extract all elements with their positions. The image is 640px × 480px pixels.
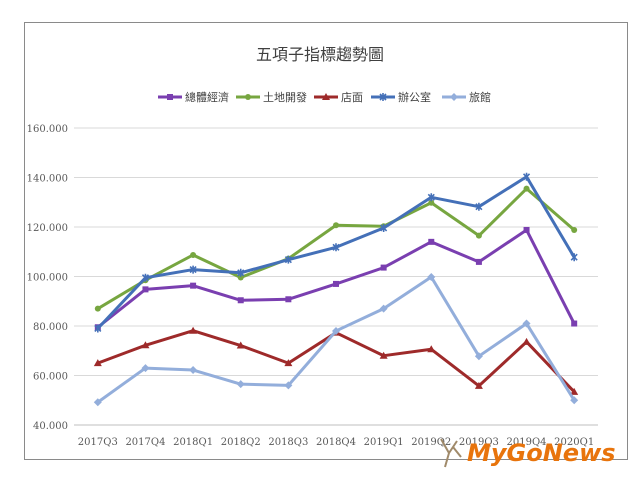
x-tick-label: 2019Q2 bbox=[411, 437, 451, 448]
data-point bbox=[380, 264, 387, 271]
legend-item: 辦公室 bbox=[371, 90, 431, 104]
legend-item: 旅館 bbox=[442, 90, 491, 104]
series-star bbox=[94, 172, 578, 333]
x-tick-label: 2019Q1 bbox=[364, 437, 404, 448]
data-point bbox=[475, 202, 483, 211]
data-point bbox=[190, 282, 197, 289]
legend-item: 土地開發 bbox=[236, 90, 307, 104]
y-tick-label: 120.000 bbox=[27, 223, 68, 234]
data-point bbox=[427, 345, 436, 353]
y-tick-label: 60.000 bbox=[33, 372, 68, 383]
data-point bbox=[475, 258, 482, 265]
legend-label: 店面 bbox=[341, 90, 363, 104]
data-point bbox=[167, 94, 173, 100]
data-point bbox=[570, 396, 579, 405]
x-tick-label: 2018Q1 bbox=[173, 437, 213, 448]
data-point bbox=[474, 381, 483, 389]
data-point bbox=[379, 93, 387, 101]
legend-item: 店面 bbox=[314, 90, 363, 104]
data-point bbox=[237, 268, 245, 277]
y-tick-label: 40.000 bbox=[33, 421, 68, 432]
mygonews-watermark: MyGoNews bbox=[435, 433, 635, 473]
y-axis-ticks: 40.000 60.000 80.000 100.000 120.000 140.000 1… bbox=[27, 124, 68, 432]
data-point bbox=[190, 251, 197, 258]
x-tick-label: 2017Q3 bbox=[78, 437, 118, 448]
data-point bbox=[570, 253, 578, 262]
watermark-logo-icon bbox=[440, 438, 462, 468]
data-point bbox=[570, 387, 579, 395]
data-point bbox=[571, 226, 578, 233]
data-point bbox=[284, 255, 292, 264]
data-point bbox=[380, 223, 388, 232]
series-line bbox=[96, 175, 576, 330]
legend: 總體經濟 土地開發 店面 辦公室 旅館 bbox=[158, 90, 491, 104]
data-point bbox=[332, 326, 340, 335]
chart-title: 五項子指標趨勢圖 bbox=[256, 45, 384, 64]
x-axis-ticks: 2017Q3 2017Q4 2018Q1 2018Q2 2018Q3 2018Q4 2019… bbox=[78, 437, 594, 448]
data-point bbox=[332, 243, 340, 252]
x-tick-label: 2019Q3 bbox=[459, 437, 499, 448]
x-tick-label: 2018Q3 bbox=[268, 437, 308, 448]
data-point bbox=[428, 199, 435, 206]
x-tick-label: 2017Q4 bbox=[125, 437, 165, 448]
legend-label: 辦公室 bbox=[398, 90, 431, 104]
data-point bbox=[236, 341, 245, 349]
data-point bbox=[474, 352, 483, 361]
data-point bbox=[522, 337, 531, 345]
series-diamond bbox=[93, 272, 579, 407]
data-point bbox=[450, 93, 458, 101]
legend-label: 總體經濟 bbox=[185, 90, 229, 104]
data-point bbox=[93, 398, 102, 407]
data-point bbox=[322, 93, 330, 100]
y-tick-label: 140.000 bbox=[27, 174, 68, 185]
data-point bbox=[427, 272, 436, 281]
legend-label: 旅館 bbox=[469, 90, 491, 104]
data-point bbox=[141, 273, 150, 282]
data-point bbox=[189, 265, 197, 274]
data-point bbox=[571, 320, 578, 327]
data-point bbox=[523, 226, 530, 233]
data-point bbox=[93, 359, 102, 367]
data-point bbox=[141, 341, 150, 349]
data-point bbox=[237, 297, 244, 304]
data-point bbox=[522, 319, 531, 328]
data-point bbox=[475, 232, 482, 239]
data-point bbox=[284, 381, 293, 390]
data-point bbox=[141, 364, 150, 373]
data-point bbox=[522, 172, 531, 181]
x-tick-label: 2018Q4 bbox=[316, 437, 356, 448]
data-point bbox=[379, 351, 388, 359]
data-point bbox=[523, 185, 530, 192]
data-point bbox=[94, 305, 101, 312]
legend-item: 總體經濟 bbox=[158, 90, 229, 104]
y-tick-label: 80.000 bbox=[33, 322, 68, 333]
data-point bbox=[285, 296, 292, 303]
data-point bbox=[333, 222, 339, 229]
data-point bbox=[428, 238, 435, 245]
y-tick-label: 100.000 bbox=[27, 273, 68, 284]
data-point bbox=[379, 304, 388, 313]
data-point bbox=[237, 274, 244, 281]
data-point bbox=[189, 366, 198, 375]
x-tick-label: 2018Q2 bbox=[221, 437, 261, 448]
data-point bbox=[142, 286, 149, 293]
data-point bbox=[333, 280, 339, 287]
data-point bbox=[245, 94, 251, 100]
data-point bbox=[284, 359, 293, 367]
x-tick-label: 2020Q1 bbox=[554, 437, 594, 448]
series-square bbox=[94, 226, 578, 331]
series-line bbox=[96, 275, 576, 404]
data-point bbox=[94, 324, 102, 333]
data-point bbox=[236, 380, 245, 389]
data-point bbox=[427, 193, 435, 202]
x-tick-label: 2019Q4 bbox=[507, 437, 547, 448]
data-point bbox=[189, 326, 198, 334]
watermark-text: MyGoNews bbox=[467, 439, 616, 467]
y-tick-label: 160.000 bbox=[27, 124, 68, 135]
series-group bbox=[93, 172, 579, 407]
legend-label: 土地開發 bbox=[263, 90, 307, 104]
